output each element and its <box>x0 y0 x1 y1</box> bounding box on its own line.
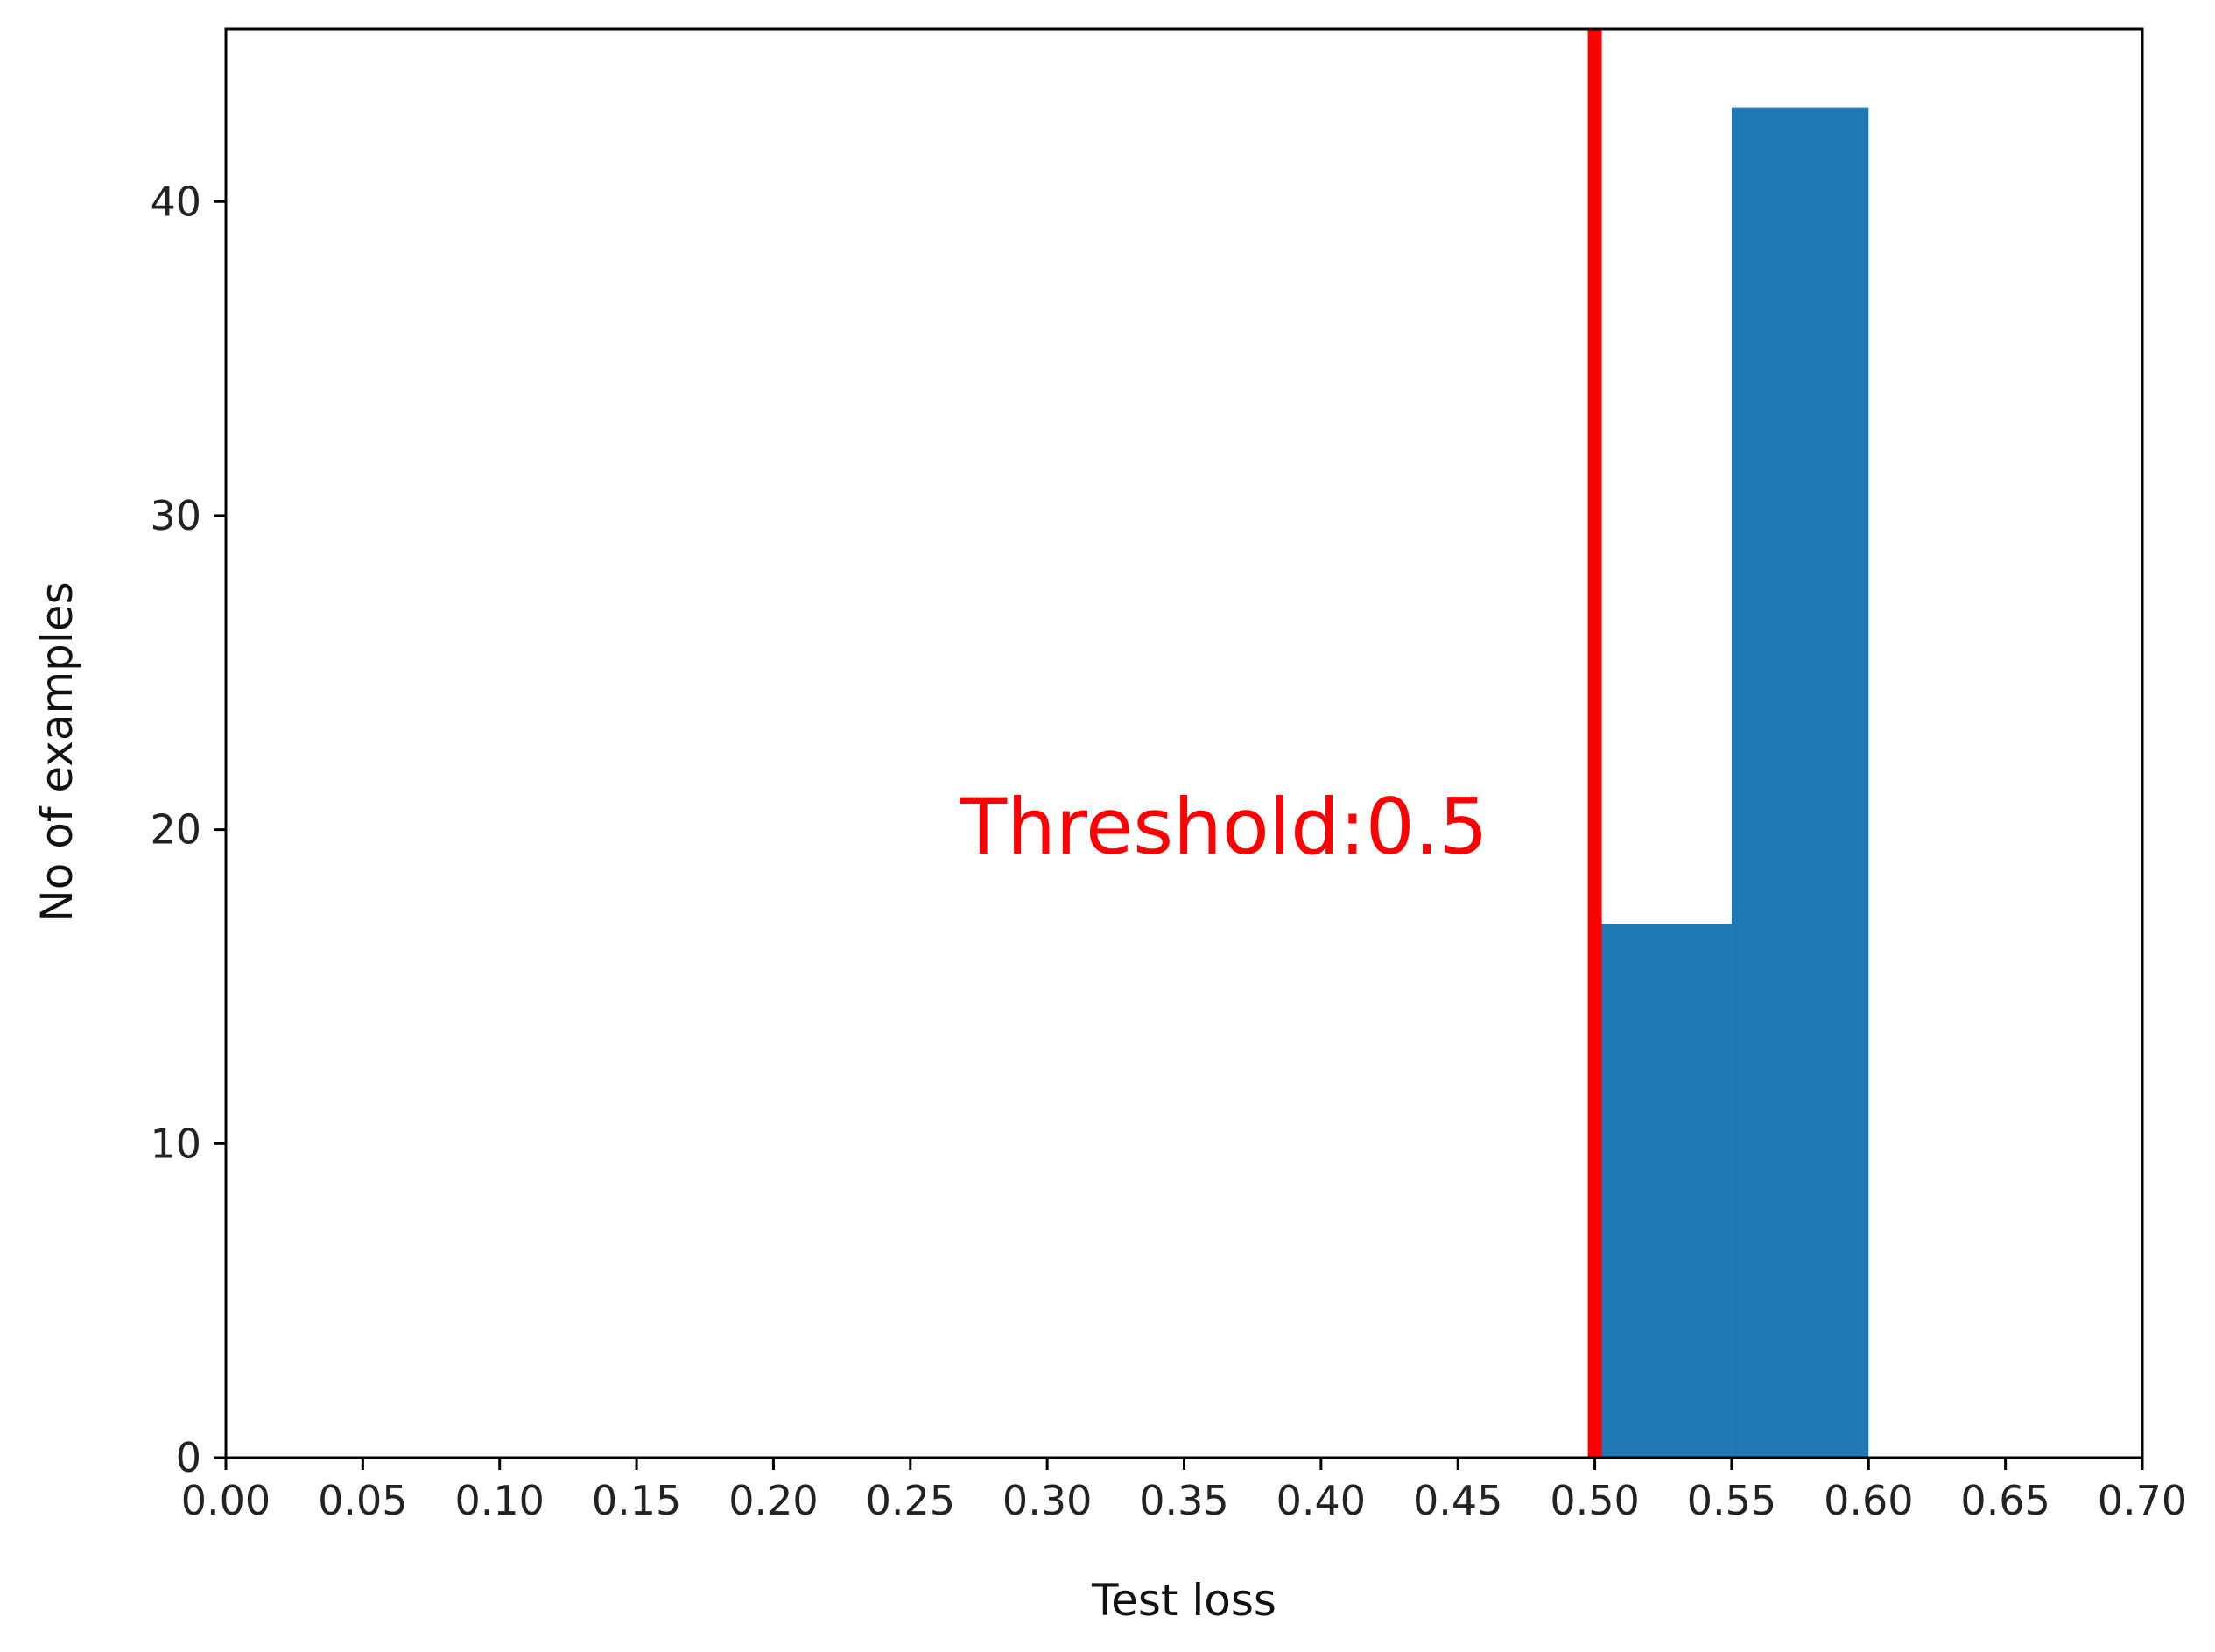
threshold-label: Threshold:0.5 <box>959 782 1487 872</box>
x-tick-label: 0.50 <box>1550 1477 1639 1524</box>
x-tick-label: 0.25 <box>866 1477 955 1524</box>
y-axis-label: No of examples <box>32 581 82 922</box>
histogram-bars <box>1594 107 1869 1459</box>
x-axis-label: Test loss <box>1091 1575 1276 1626</box>
x-tick-label: 0.40 <box>1276 1477 1366 1524</box>
x-tick-label: 0.30 <box>1002 1477 1092 1524</box>
y-tick-label: 10 <box>150 1120 201 1167</box>
x-tick-label: 0.55 <box>1687 1477 1776 1524</box>
x-tick-label: 0.35 <box>1139 1477 1228 1524</box>
x-tick-label: 0.05 <box>318 1477 407 1524</box>
threshold-annotation: Threshold:0.5 <box>959 29 1602 1458</box>
x-tick-label: 0.15 <box>592 1477 681 1524</box>
x-tick-label: 0.65 <box>1960 1477 2050 1524</box>
x-tick-label: 0.00 <box>181 1477 271 1524</box>
histogram-bar-1 <box>1731 107 1869 1459</box>
x-tick-label: 0.60 <box>1824 1477 1913 1524</box>
y-tick-label: 0 <box>176 1434 201 1481</box>
x-tick-label: 0.45 <box>1413 1477 1502 1524</box>
y-tick-label: 40 <box>150 178 201 225</box>
x-tick-label: 0.20 <box>728 1477 818 1524</box>
y-axis-ticks: 0 10 20 30 40 <box>150 178 226 1481</box>
x-axis-ticks: 0.00 0.05 0.10 0.15 0.20 0.25 0.30 0.35 0.40 0.45… <box>181 1458 2187 1524</box>
x-tick-label: 0.10 <box>455 1477 545 1524</box>
histogram-bar-0 <box>1594 924 1732 1458</box>
x-tick-label: 0.70 <box>2098 1477 2187 1524</box>
y-tick-label: 30 <box>150 492 201 539</box>
y-tick-label: 20 <box>150 806 201 854</box>
